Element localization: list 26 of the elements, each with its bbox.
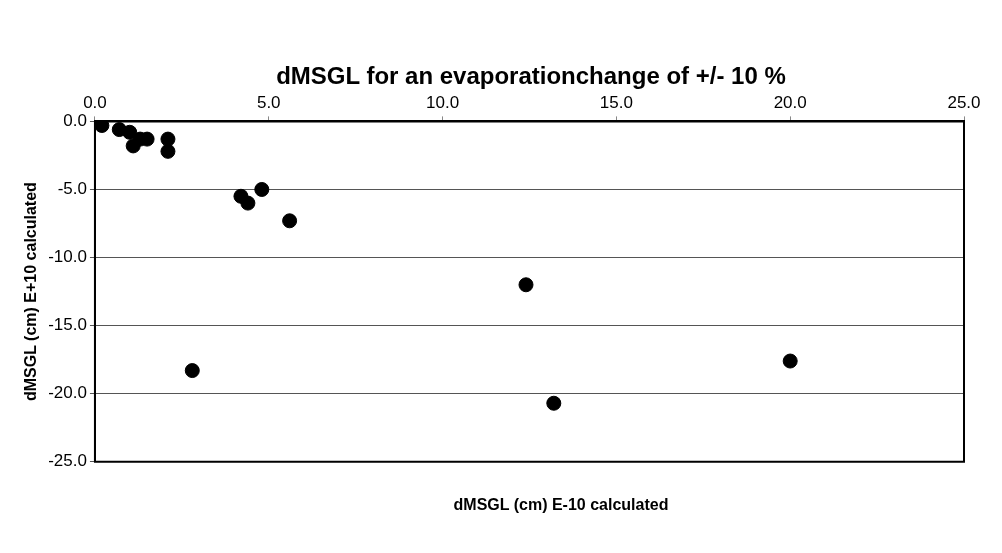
y-tick-label: -10.0 [48,247,87,267]
y-tick-label: -5.0 [57,179,87,199]
x-axis-title: dMSGL (cm) E-10 calculated [452,495,670,515]
point [184,363,200,379]
x-tick-label: 15.0 [599,92,633,112]
point [94,121,110,133]
y-axis-title: dMSGL (cm) E+10 calculated [22,182,40,402]
point [240,195,256,211]
point [122,124,138,140]
x-tick-label: 10.0 [426,92,460,112]
y-tick-label: -20.0 [48,383,87,403]
x-tick-label: 0.0 [83,92,107,112]
y-tick-label: -25.0 [48,451,87,471]
point [254,181,270,197]
y-tick-label: -15.0 [48,315,87,335]
point [160,143,176,159]
point [160,131,176,147]
x-tick-label: 20.0 [773,92,807,112]
point [546,395,562,411]
point [518,277,534,293]
point [282,213,298,229]
chart-title: dMSGL for an evaporationchange of +/- 10 % [275,61,787,90]
x-tick-label: 5.0 [256,92,281,112]
y-tick-label: 0.0 [63,111,87,131]
point [782,353,798,369]
x-tick-label: 25.0 [947,92,981,112]
